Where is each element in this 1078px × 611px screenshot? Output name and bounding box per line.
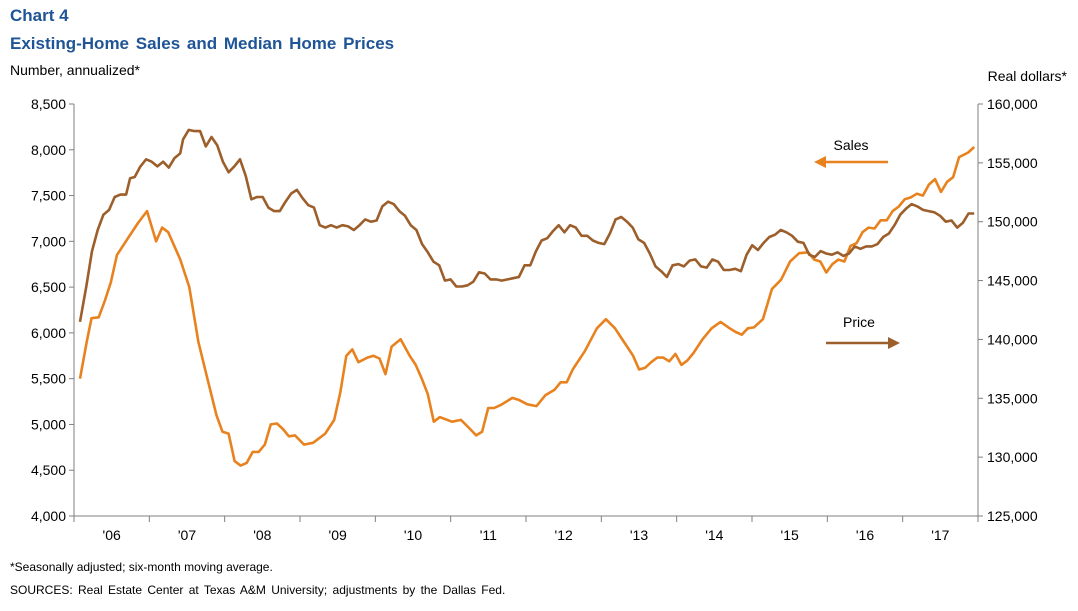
price-line xyxy=(78,128,975,323)
x-tick-label: '11 xyxy=(480,527,497,543)
left-tick-label: 7,000 xyxy=(31,233,66,249)
chart-label: Chart 4 xyxy=(10,6,69,25)
chart-title: Existing-Home Sales and Median Home Pric… xyxy=(10,34,395,53)
right-tick-label: 145,000 xyxy=(987,273,1038,289)
price-arrowhead xyxy=(888,337,900,349)
left-axis-label: Number, annualized* xyxy=(10,62,140,78)
left-tick-label: 6,500 xyxy=(31,279,66,295)
left-tick-label: 4,500 xyxy=(31,462,66,478)
x-tick-label: '13 xyxy=(630,527,648,543)
sales-line xyxy=(78,146,976,467)
price-annotation-label: Price xyxy=(843,314,875,330)
axes: 4,000 4,500 5,000 5,500 6,000 6,500 7,000 7,500… xyxy=(31,96,1038,543)
x-tick-label: '06 xyxy=(103,527,121,543)
x-tick-label: '15 xyxy=(781,527,799,543)
footnote: *Seasonally adjusted; six-month moving a… xyxy=(10,560,273,574)
x-tick-label: '10 xyxy=(404,527,422,543)
x-tick-label: '09 xyxy=(329,527,347,543)
x-tick-label: '16 xyxy=(856,527,874,543)
left-tick-label: 7,500 xyxy=(31,188,66,204)
right-tick-label: 140,000 xyxy=(987,331,1038,347)
x-tick-label: '17 xyxy=(931,527,949,543)
sales-annotation-label: Sales xyxy=(833,137,868,153)
annotations: Sales Price xyxy=(814,137,900,349)
left-tick-label: 5,000 xyxy=(31,416,66,432)
right-tick-label: 150,000 xyxy=(987,214,1038,230)
x-tick-label: '08 xyxy=(253,527,271,543)
x-tick-label: '12 xyxy=(555,527,573,543)
right-tick-label: 130,000 xyxy=(987,449,1038,465)
right-axis-label: Real dollars* xyxy=(987,68,1067,84)
right-tick-label: 160,000 xyxy=(987,96,1038,112)
sales-arrowhead xyxy=(814,156,826,168)
x-tick-label: '07 xyxy=(178,527,196,543)
series-group xyxy=(78,128,976,467)
left-tick-label: 6,000 xyxy=(31,325,66,341)
right-tick-label: 135,000 xyxy=(987,390,1038,406)
source-note: SOURCES: Real Estate Center at Texas A&M… xyxy=(10,583,506,597)
right-tick-label: 125,000 xyxy=(987,508,1038,524)
left-tick-label: 8,000 xyxy=(31,142,66,158)
left-tick-label: 8,500 xyxy=(31,96,66,112)
right-tick-label: 155,000 xyxy=(987,155,1038,171)
left-tick-label: 4,000 xyxy=(31,508,66,524)
left-tick-label: 5,500 xyxy=(31,371,66,387)
x-tick-label: '14 xyxy=(705,527,723,543)
